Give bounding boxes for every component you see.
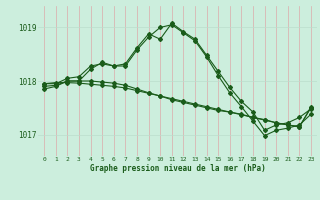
X-axis label: Graphe pression niveau de la mer (hPa): Graphe pression niveau de la mer (hPa)	[90, 164, 266, 173]
